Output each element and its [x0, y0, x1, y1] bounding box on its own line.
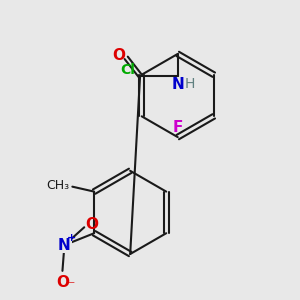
Text: CH₃: CH₃: [46, 179, 69, 192]
Text: N: N: [171, 77, 184, 92]
Text: O: O: [112, 48, 125, 63]
Text: O: O: [86, 217, 99, 232]
Text: ⁻: ⁻: [67, 279, 74, 293]
Text: N: N: [58, 238, 71, 253]
Text: H: H: [184, 77, 195, 91]
Text: F: F: [172, 120, 183, 135]
Text: Cl: Cl: [120, 63, 135, 77]
Text: O: O: [56, 275, 69, 290]
Text: +: +: [67, 233, 76, 243]
